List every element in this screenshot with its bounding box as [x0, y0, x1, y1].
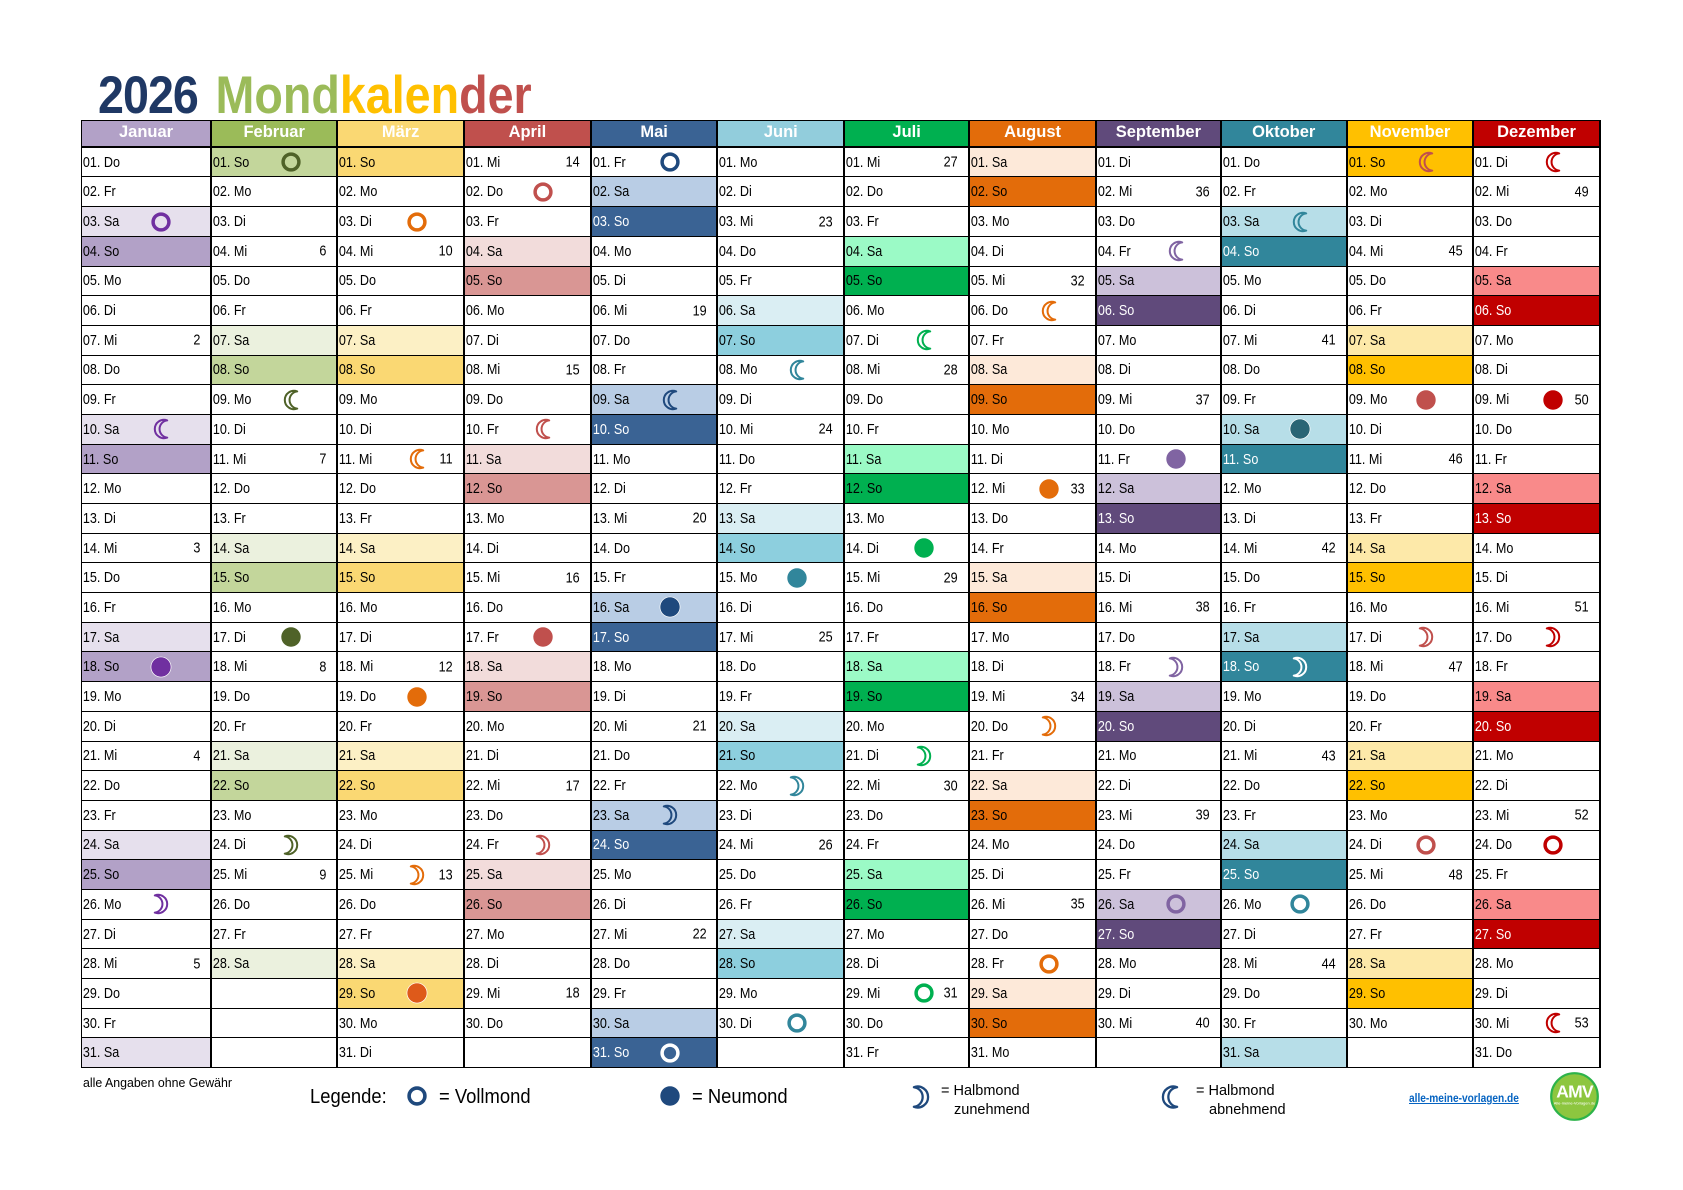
svg-text:Alle-meine-Vorlagen.de: Alle-meine-Vorlagen.de [1553, 1100, 1595, 1105]
svg-text:AMV: AMV [1556, 1081, 1594, 1101]
